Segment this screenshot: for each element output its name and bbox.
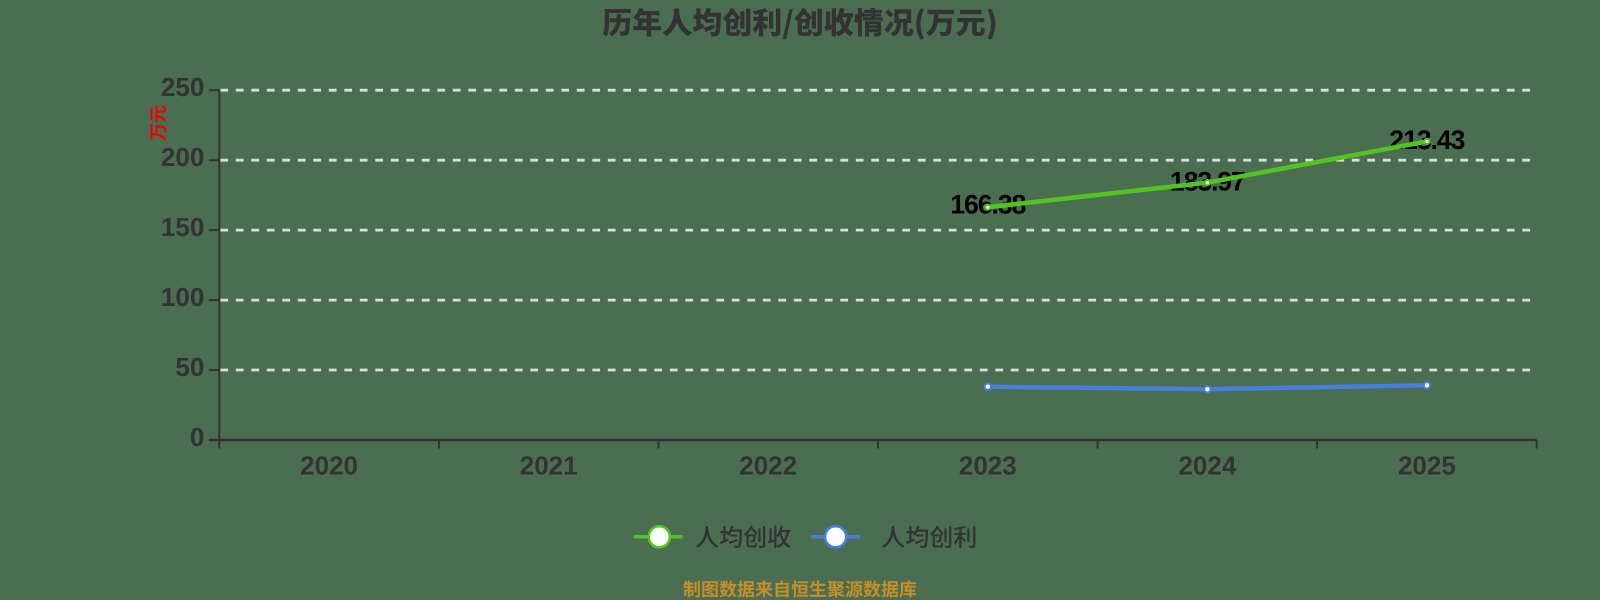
svg-text:250: 250 — [161, 72, 204, 102]
svg-text:2023: 2023 — [959, 451, 1017, 481]
svg-text:2025: 2025 — [1398, 451, 1456, 481]
svg-text:200: 200 — [161, 142, 204, 172]
svg-text:100: 100 — [161, 282, 204, 312]
svg-text:2022: 2022 — [739, 451, 797, 481]
svg-text:50: 50 — [175, 352, 204, 382]
svg-text:2024: 2024 — [1178, 451, 1236, 481]
svg-text:150: 150 — [161, 212, 204, 242]
svg-text:2021: 2021 — [520, 451, 578, 481]
svg-text:0: 0 — [190, 422, 204, 452]
svg-text:2020: 2020 — [300, 451, 358, 481]
